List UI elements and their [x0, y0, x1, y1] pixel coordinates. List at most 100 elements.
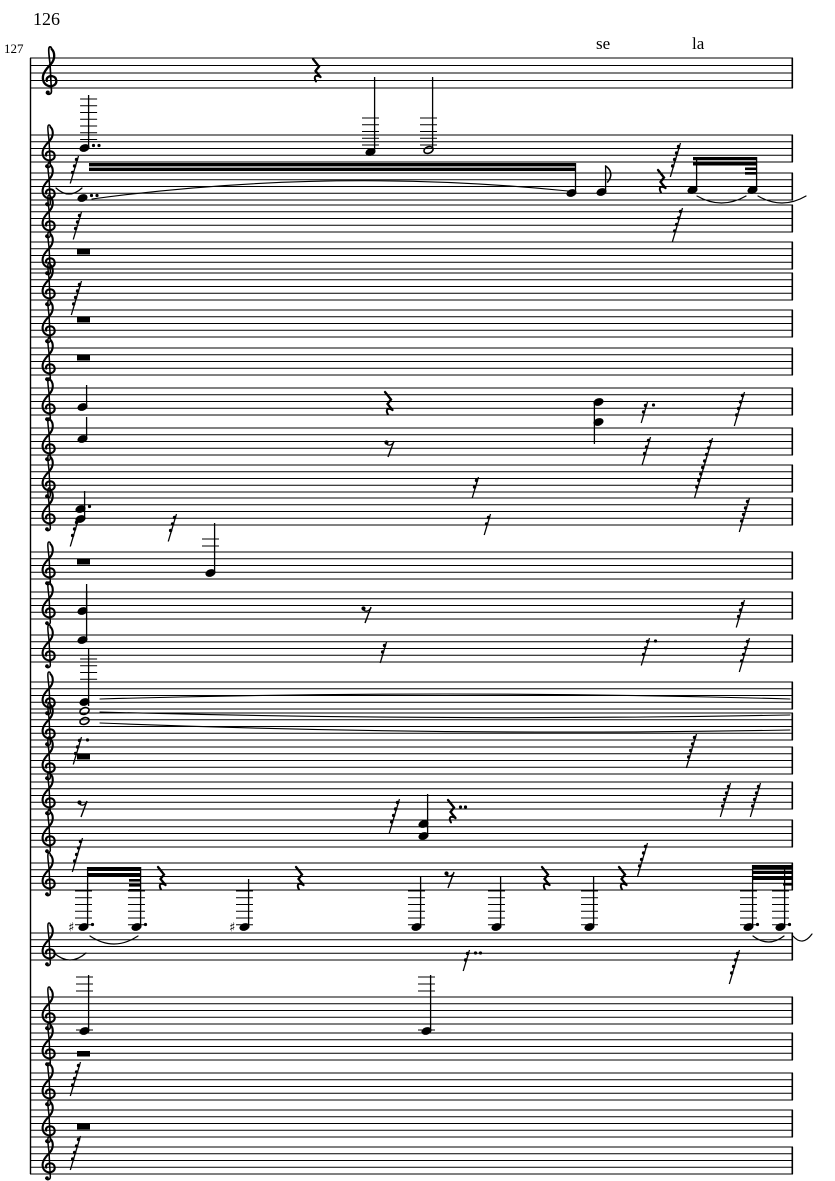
treble-clef-icon [41, 737, 56, 774]
eighth-rest [77, 800, 82, 805]
treble-clef-icon [45, 962, 49, 966]
quarter-rest [540, 865, 551, 887]
half-notehead [79, 706, 90, 716]
augmentation-dot [787, 922, 792, 927]
staff-1 [30, 46, 794, 156]
notehead [77, 194, 88, 202]
staff-3 [30, 162, 794, 243]
beam [89, 167, 576, 171]
augmentation-dot [95, 193, 99, 198]
tie [89, 935, 139, 945]
treble-clef-icon [45, 417, 52, 462]
augmentation-dot [458, 805, 463, 809]
eighth-rest [444, 871, 449, 876]
half-notehead [79, 716, 90, 726]
augmentation-dot [85, 738, 90, 742]
tie [53, 952, 87, 961]
quarter-rest [619, 882, 628, 891]
staff-12 [30, 487, 794, 547]
treble-clef-icon [45, 852, 52, 897]
beam [129, 884, 141, 887]
staff-8 [30, 337, 794, 382]
treble-clef-icon [45, 124, 52, 169]
treble-clef-icon [41, 810, 56, 847]
tie [696, 195, 747, 204]
beam [752, 865, 793, 869]
treble-clef-icon [41, 542, 56, 579]
treble-clef-icon [45, 771, 52, 816]
notehead [593, 398, 604, 406]
whole-measure-rest [77, 1051, 90, 1057]
treble-clef-icon [41, 163, 56, 200]
treble-clef-icon [45, 527, 49, 531]
staff-19 [30, 771, 794, 840]
treble-clef-icon [41, 1137, 56, 1174]
augmentation-dot [389, 820, 394, 824]
treble-clef-icon [45, 624, 52, 669]
sharp-accidental: ♯ [68, 921, 74, 936]
beam [89, 163, 576, 167]
quarter-rest [542, 882, 551, 891]
beam [88, 867, 141, 871]
eighth-rest [447, 871, 455, 889]
staff-5 [30, 231, 794, 276]
lyric-la: la [692, 34, 705, 53]
staff-7 [30, 299, 794, 344]
quarter-rest [294, 865, 305, 887]
treble-clef-icon [41, 263, 56, 300]
tie [752, 935, 785, 943]
whole-measure-rest [77, 559, 90, 565]
beam [693, 162, 757, 166]
measure-number-127: 127 [4, 41, 24, 56]
treble-clef-icon [41, 232, 56, 269]
tie [792, 933, 813, 942]
eighth-rest [361, 606, 366, 611]
augmentation-dot [91, 143, 96, 148]
quarter-rest [383, 390, 394, 412]
quarter-rest [156, 865, 167, 887]
treble-clef-icon [45, 621, 49, 625]
treble-clef-icon [41, 378, 56, 415]
treble-clef-icon [41, 1023, 56, 1060]
quarter-rest [296, 882, 305, 891]
beam [783, 883, 793, 886]
staff-10 [30, 417, 794, 499]
measure-number-126: 126 [33, 9, 60, 29]
treble-clef-icon [41, 1100, 56, 1137]
treble-clef-icon [45, 986, 52, 1031]
treble-clef-icon [45, 922, 52, 967]
treble-clef-icon [45, 46, 53, 96]
staff-24 [30, 1022, 794, 1067]
staff-2 [30, 95, 807, 204]
whole-measure-rest [77, 317, 90, 323]
quarter-rest [313, 74, 322, 83]
staff-6 [30, 262, 794, 316]
notehead [79, 698, 90, 706]
notehead [418, 832, 429, 840]
staff-15 [30, 584, 794, 673]
treble-clef-icon [45, 1176, 49, 1180]
staff-13 [30, 523, 794, 586]
quarter-rest [617, 865, 628, 887]
beam [693, 157, 757, 161]
beam [88, 873, 141, 876]
tie [757, 195, 807, 204]
treble-clef-icon [45, 541, 52, 586]
notehead [75, 505, 86, 513]
treble-clef-icon [45, 892, 49, 896]
treble-clef-icon [41, 195, 56, 232]
sharp-accidental: ♯ [229, 921, 235, 936]
quarter-rest [446, 798, 457, 820]
staff-4 [30, 194, 794, 240]
treble-clef-icon [41, 672, 56, 709]
staff-9 [30, 377, 794, 444]
tie [55, 187, 83, 195]
whole-measure-rest [77, 754, 90, 760]
treble-clef-icon [45, 377, 52, 422]
staff-22 [30, 922, 794, 985]
staff-17 [30, 702, 794, 769]
staff-26 [30, 1099, 794, 1144]
staff-14 [30, 581, 794, 628]
